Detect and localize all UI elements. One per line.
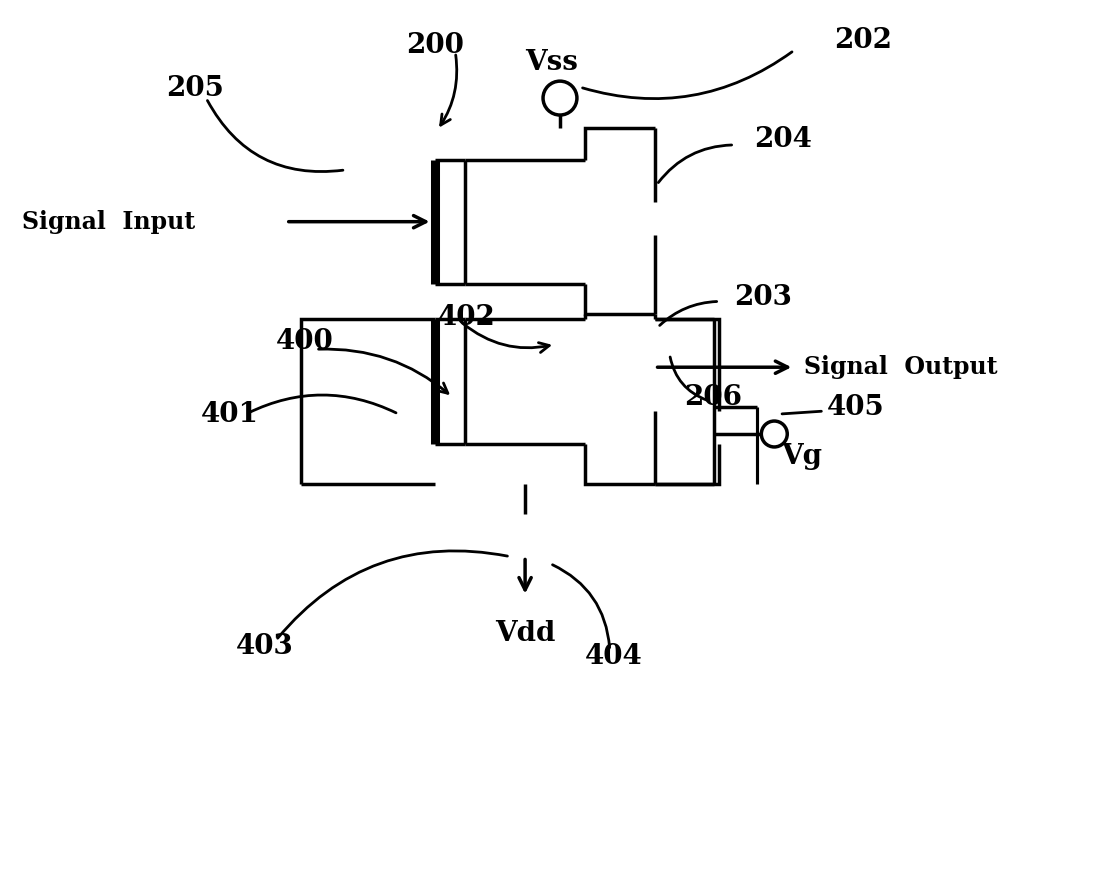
Text: 405: 405	[827, 394, 885, 421]
Text: 404: 404	[584, 643, 642, 670]
Text: 206: 206	[684, 383, 743, 411]
Text: 403: 403	[236, 633, 294, 660]
Text: Signal  Input: Signal Input	[22, 209, 195, 234]
Text: 203: 203	[734, 284, 792, 311]
Text: 200: 200	[406, 32, 465, 59]
Text: 204: 204	[754, 127, 812, 154]
Text: 205: 205	[166, 75, 224, 102]
Text: Vss: Vss	[525, 49, 578, 76]
Text: 401: 401	[201, 401, 260, 428]
Text: 402: 402	[438, 304, 496, 331]
Text: Vdd: Vdd	[495, 620, 556, 647]
Text: 202: 202	[834, 27, 892, 54]
Text: Vg: Vg	[781, 443, 822, 470]
Text: 400: 400	[276, 328, 334, 355]
Text: Signal  Output: Signal Output	[804, 355, 998, 379]
